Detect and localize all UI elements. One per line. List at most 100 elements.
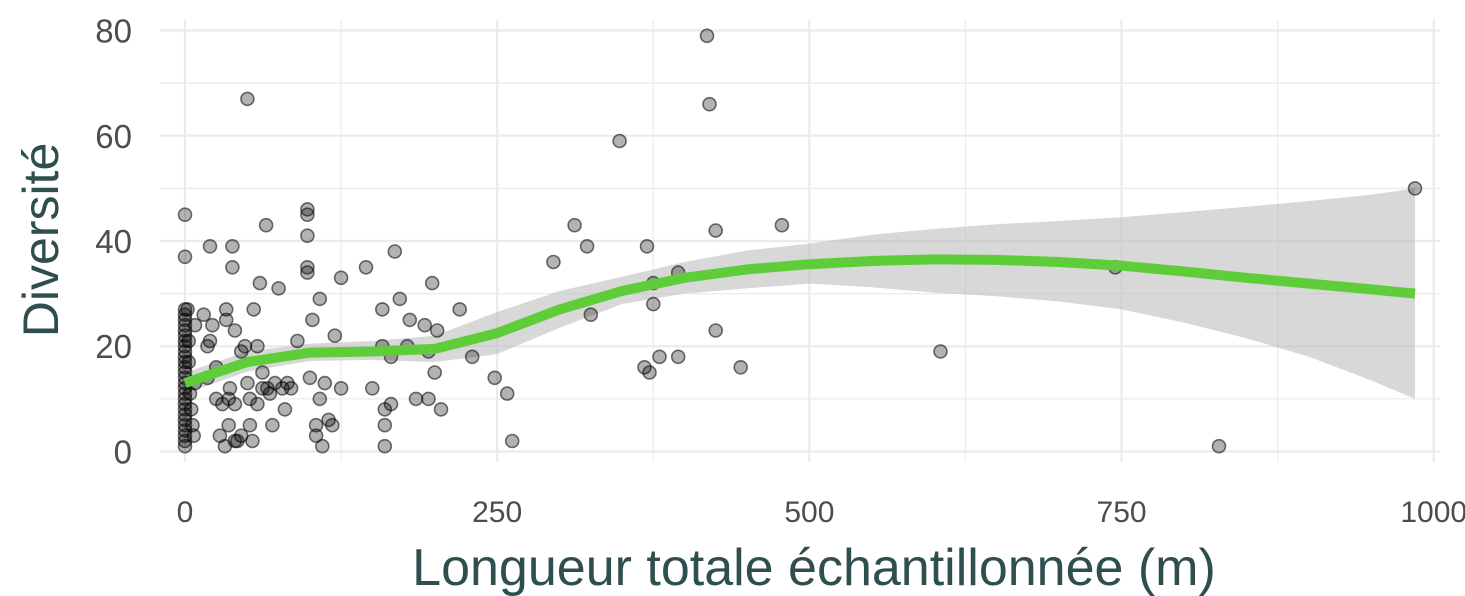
data-point [177,249,193,265]
data-point [383,396,399,412]
data-point [312,391,328,407]
data-point [250,396,265,412]
data-point [774,217,790,233]
data-point [177,207,193,222]
data-point [225,259,240,275]
data-point [324,417,340,433]
data-point [392,291,408,307]
y-axis-ticks: 0 20 40 60 80 [95,13,132,471]
smooth-line-group [183,254,1416,388]
data-point [283,380,299,396]
data-point [314,438,330,454]
data-point [242,417,258,433]
x-tick-label: 1000 [1400,496,1465,529]
data-point [421,391,436,407]
data-point [702,96,717,112]
data-point [933,344,948,359]
data-point [429,323,445,338]
data-point [333,270,349,286]
data-point [305,312,320,328]
data-points-group [177,28,1423,454]
data-point [258,217,274,233]
data-point [222,380,238,396]
data-point [177,412,193,428]
data-point [177,333,193,349]
data-point [300,228,315,243]
x-tick-label: 750 [1097,496,1147,529]
data-point [187,317,203,333]
data-point [317,375,333,391]
y-axis-title: Diversité [13,143,69,337]
data-point [250,338,265,354]
y-tick-label: 0 [114,433,132,470]
data-point [499,386,515,401]
data-point [452,302,468,317]
data-point [504,433,520,449]
data-point [225,239,240,254]
data-point [1211,438,1227,454]
data-point [645,296,661,312]
data-point [387,244,403,259]
data-point [205,317,220,333]
y-tick-label: 60 [95,118,132,155]
data-point [567,217,582,233]
data-point [464,349,480,365]
data-point [639,239,655,254]
data-point [245,433,260,449]
smooth-trend-line [183,254,1416,388]
data-point [277,402,293,417]
data-point [300,265,315,280]
data-point [227,396,243,412]
data-point [427,365,443,380]
data-point [300,202,315,217]
data-point [377,438,393,454]
data-point [612,133,627,149]
data-point [424,275,440,291]
data-point [177,438,193,454]
data-point [180,302,195,317]
data-point [242,391,258,407]
data-point [300,259,315,275]
data-point [177,417,193,433]
y-tick-label: 80 [95,13,132,50]
data-point [377,417,393,433]
data-point [255,365,270,380]
data-point [240,91,255,107]
data-point [177,317,193,333]
data-point [185,417,200,433]
y-tick-label: 40 [95,223,132,260]
data-point [255,380,270,396]
data-point [177,386,193,401]
data-point [177,354,193,370]
data-point [252,275,268,291]
data-point [670,349,686,365]
data-point [265,417,280,433]
data-point [181,333,196,349]
data-point [246,302,261,317]
data-point [290,333,305,349]
x-tick-label: 0 [177,496,194,529]
data-point [240,375,255,391]
data-point [308,428,324,444]
data-point [579,239,595,254]
data-point [327,328,343,344]
data-point [202,239,218,254]
data-point [358,259,374,275]
x-tick-label: 500 [784,496,834,529]
data-point [433,402,449,417]
data-point [312,291,328,307]
data-point [374,302,390,317]
data-point [699,28,715,44]
data-point [652,349,667,365]
data-point [708,223,724,238]
data-point [181,354,196,370]
data-point [408,391,424,407]
confidence-band-group [185,188,1415,399]
data-point [417,317,433,333]
data-point [300,207,315,222]
x-axis-title: Longueur totale échantillonnée (m) [412,539,1216,596]
data-point [733,359,749,375]
data-point [1407,181,1423,196]
data-point [186,428,201,444]
